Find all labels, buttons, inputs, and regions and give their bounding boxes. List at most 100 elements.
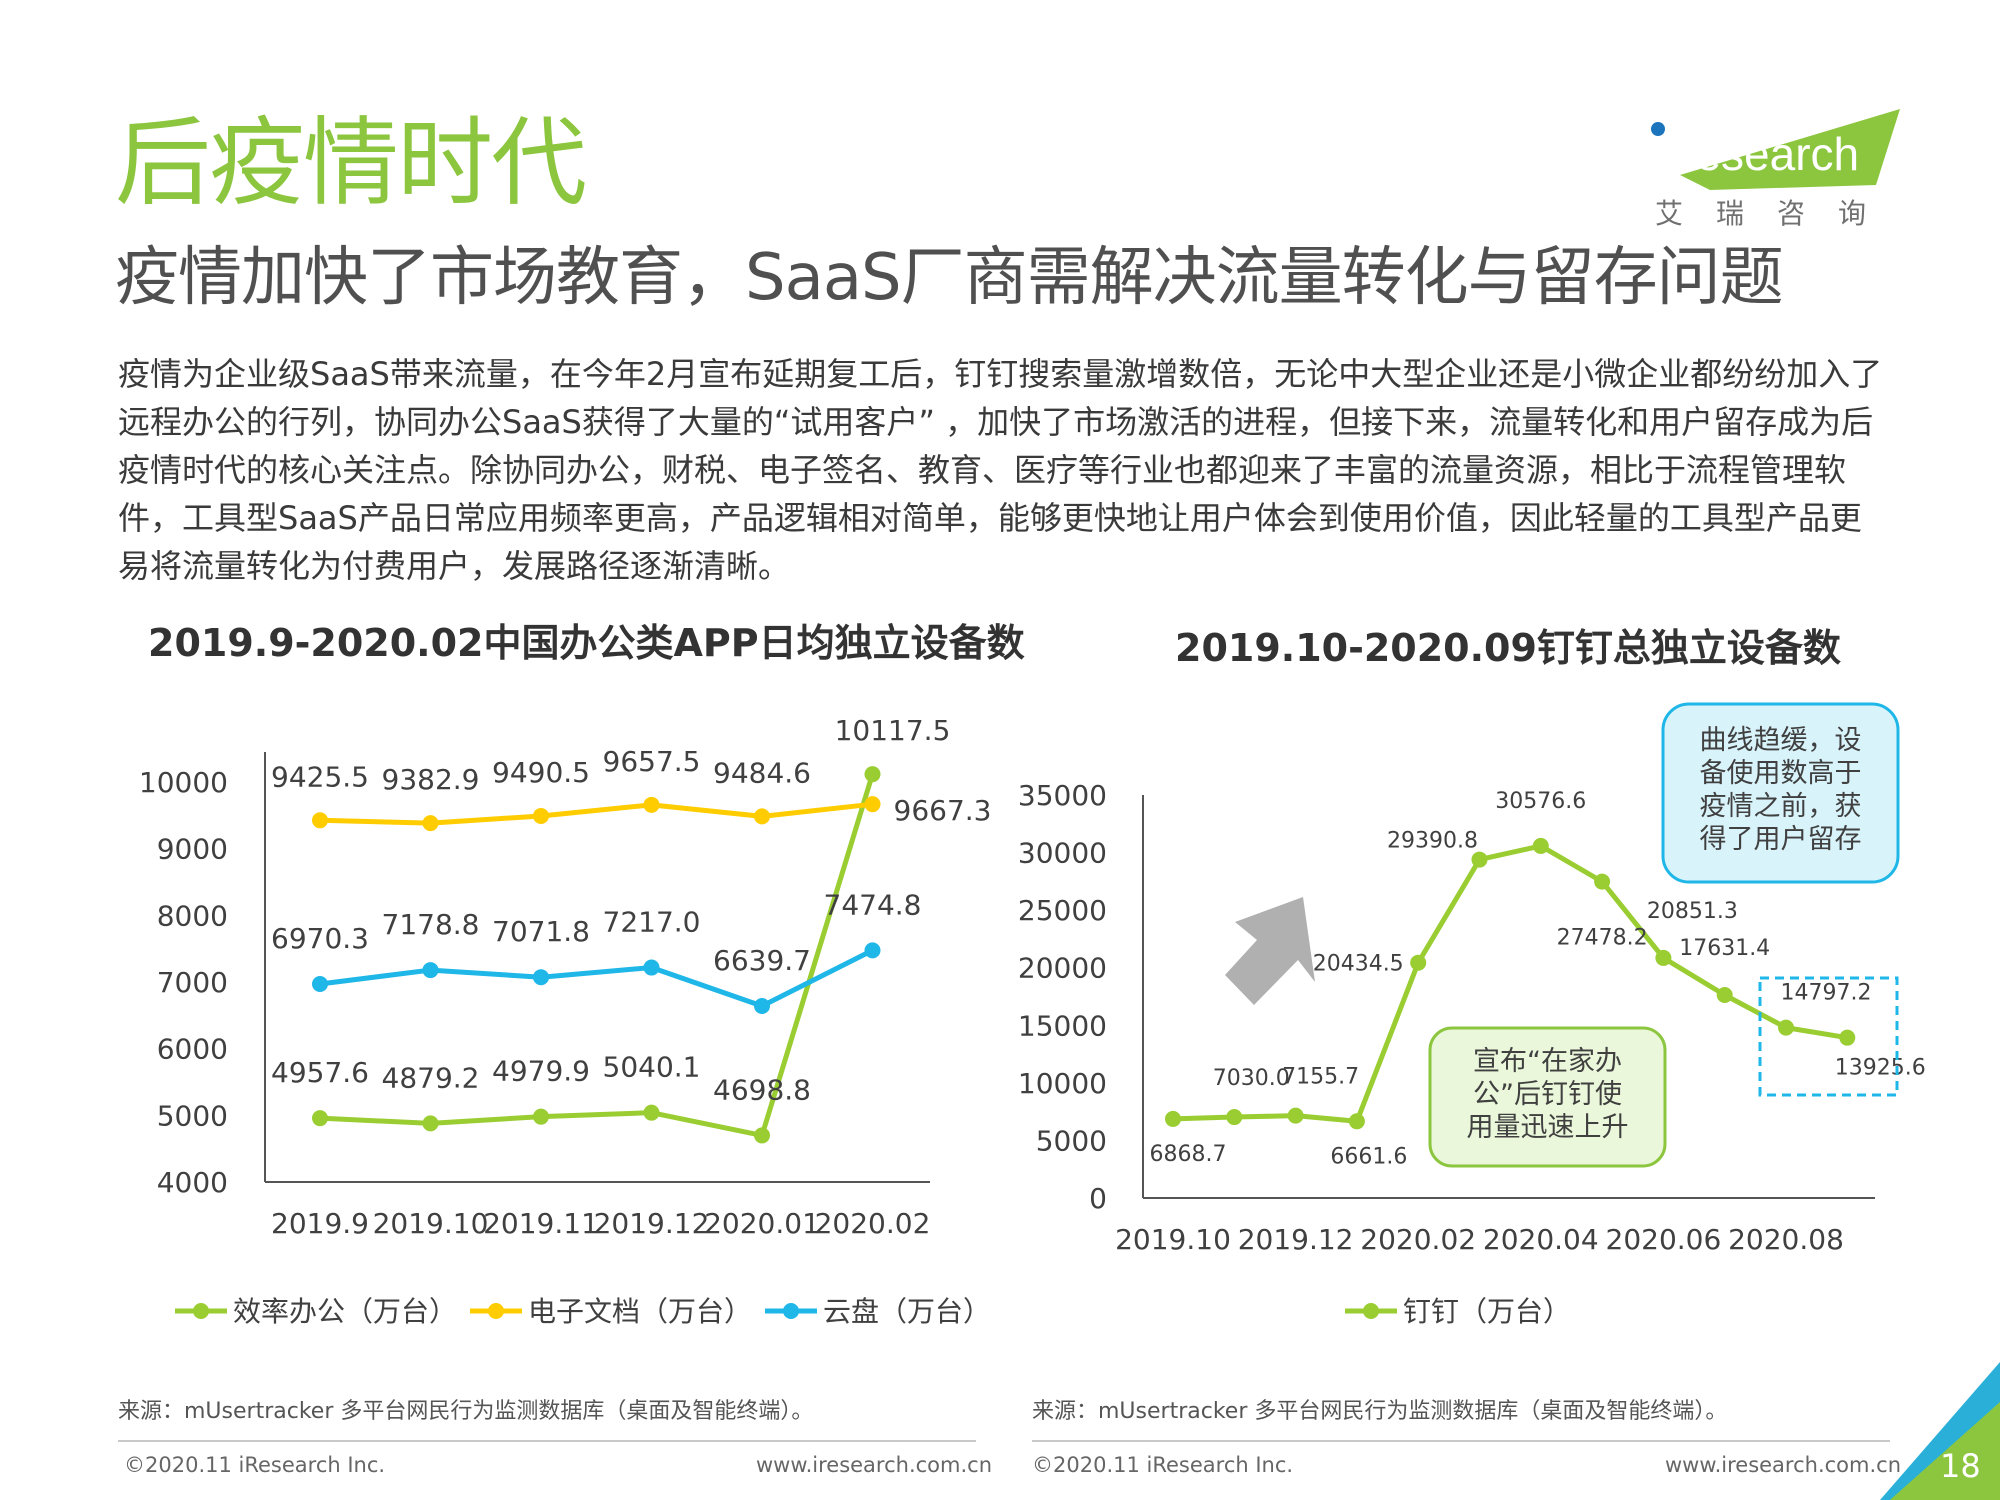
headline: 疫情加快了市场教育，SaaS厂商需解决流量转化与留存问题 (115, 241, 1784, 315)
lower-note-box (1428, 1026, 1667, 1168)
left-y-tick-label: 4000 (157, 1166, 228, 1199)
right-data-point (1471, 851, 1488, 868)
right-y-tick-label: 35000 (1018, 779, 1107, 812)
logo-brand-text: iResearch (1652, 128, 1859, 180)
left-data-point (422, 962, 439, 979)
right-data-label: 7030.0 (1213, 1066, 1290, 1091)
left-website[interactable]: www.iresearch.com.cn (756, 1453, 993, 1477)
left-x-tick-label: 2019.9 (271, 1207, 369, 1240)
left-y-tick-label: 7000 (157, 966, 228, 999)
left-data-point (864, 766, 881, 783)
upward-arrow-icon (1225, 897, 1315, 1005)
left-data-point (864, 942, 881, 959)
highlight-box (1758, 976, 1899, 1097)
right-y-tick-label: 10000 (1018, 1067, 1107, 1100)
left-data-point (312, 975, 328, 992)
right-y-tick-label: 30000 (1018, 837, 1107, 870)
right-data-label: 6661.6 (1330, 1144, 1407, 1169)
left-data-point (422, 815, 439, 832)
right-series-line (1172, 843, 1848, 1124)
left-data-label: 7178.8 (382, 908, 480, 941)
left-x-tick-label: 2019.11 (483, 1207, 599, 1240)
left-x-tick-label: 2020.01 (704, 1207, 820, 1240)
right-data-point (1532, 837, 1549, 854)
logo-dot (1651, 122, 1665, 136)
right-x-tick-label: 2020.06 (1606, 1223, 1722, 1256)
upper-note-box (1661, 702, 1900, 884)
left-data-label: 7071.8 (492, 915, 590, 948)
upper-note: 曲线趋缓，设 备使用数高于 疫情之前，获 得了用户留存 (1699, 725, 1862, 855)
right-y-tick-label: 25000 (1018, 894, 1107, 927)
right-x-tick-label: 2020.04 (1483, 1223, 1599, 1256)
right-data-point (1594, 873, 1611, 890)
right-data-label: 29390.8 (1387, 829, 1478, 854)
left-data-label: 9667.3 (894, 794, 992, 827)
left-data-point (643, 796, 660, 813)
right-data-label: 20434.5 (1313, 952, 1404, 977)
right-source: 来源：mUsertracker 多平台网民行为监测数据库（桌面及智能终端）。 (1032, 1399, 1728, 1424)
left-series-line (319, 773, 875, 1138)
right-data-label: 6868.7 (1150, 1142, 1227, 1167)
right-legend-marker (1363, 1303, 1379, 1319)
left-data-point (864, 796, 881, 813)
left-legend-label: 云盘（万台） (823, 1295, 991, 1328)
left-legend-marker (783, 1303, 799, 1319)
section-title: 后疫情时代 (115, 107, 587, 219)
left-data-label: 4979.9 (492, 1055, 590, 1088)
left-data-label: 7217.0 (603, 906, 701, 939)
left-y-tick-label: 6000 (157, 1033, 228, 1066)
left-data-point (312, 1110, 328, 1127)
right-data-point (1287, 1107, 1304, 1124)
left-chart-title: 2019.9-2020.02中国办公类APP日均独立设备数 (148, 621, 1025, 665)
right-legend-label: 钉钉（万台） (1403, 1295, 1571, 1328)
left-data-label: 4698.8 (713, 1073, 811, 1106)
right-data-point (1716, 986, 1733, 1003)
right-data-label: 14797.2 (1781, 981, 1872, 1006)
right-chart-title: 2019.10-2020.09钉钉总独立设备数 (1175, 626, 1841, 670)
left-source: 来源：mUsertracker 多平台网民行为监测数据库（桌面及智能终端）。 (118, 1399, 814, 1424)
right-y-tick-label: 20000 (1018, 952, 1107, 985)
right-data-label: 27478.2 (1557, 926, 1648, 951)
right-y-tick-label: 15000 (1018, 1009, 1107, 1042)
left-data-label: 4957.6 (271, 1056, 369, 1089)
right-y-tick-label: 5000 (1036, 1124, 1107, 1157)
right-data-label: 30576.6 (1495, 789, 1586, 814)
logo-chinese-name: 艾瑞咨询 (1655, 197, 1900, 230)
right-data-label: 7155.7 (1282, 1065, 1359, 1090)
right-chart: 0 5000 10000 15000 20000 25000 30000 35000 2019.… (1018, 779, 1926, 1328)
right-x-tick-label: 2020.08 (1728, 1223, 1844, 1256)
right-website[interactable]: www.iresearch.com.cn (1665, 1453, 1902, 1477)
left-legend-marker (193, 1303, 209, 1319)
lower-note: 宣布“在家办 公”后钉钉使 用量迅速上升 (1466, 1046, 1629, 1143)
left-data-label: 9490.5 (492, 756, 590, 789)
logo-green-banner (1680, 109, 1900, 190)
left-x-tick-label: 2019.10 (373, 1207, 489, 1240)
left-data-point (643, 1104, 660, 1121)
right-x-tick-label: 2019.12 (1238, 1223, 1354, 1256)
right-y-tick-label: 0 (1089, 1182, 1107, 1215)
left-data-point (643, 959, 660, 976)
left-data-label: 7474.8 (824, 888, 922, 921)
left-data-label: 4879.2 (382, 1061, 480, 1094)
right-data-point (1410, 954, 1427, 971)
left-x-tick-label: 2019.12 (594, 1207, 710, 1240)
right-data-point (1348, 1113, 1365, 1130)
right-x-tick-label: 2019.10 (1115, 1223, 1231, 1256)
left-data-label: 9657.5 (603, 745, 701, 778)
chart-decorations (1225, 702, 2000, 1500)
left-x-tick-label: 2020.02 (815, 1207, 931, 1240)
left-data-label: 6970.3 (271, 922, 369, 955)
left-data-label: 9484.6 (713, 756, 811, 789)
page-number: 18 (1940, 1447, 1981, 1485)
corner-accent-green (1890, 1402, 2000, 1500)
left-data-label: 6639.7 (713, 944, 811, 977)
right-data-point (1165, 1110, 1181, 1127)
left-data-point (533, 969, 549, 986)
left-data-point (533, 807, 549, 824)
left-data-label: 5040.1 (603, 1051, 701, 1084)
body-paragraph: 疫情为企业级SaaS带来流量，在今年2月宣布延期复工后，钉钉搜索量激增数倍，无论… (118, 355, 1883, 585)
right-data-label: 20851.3 (1647, 899, 1738, 924)
left-data-point (312, 812, 328, 829)
